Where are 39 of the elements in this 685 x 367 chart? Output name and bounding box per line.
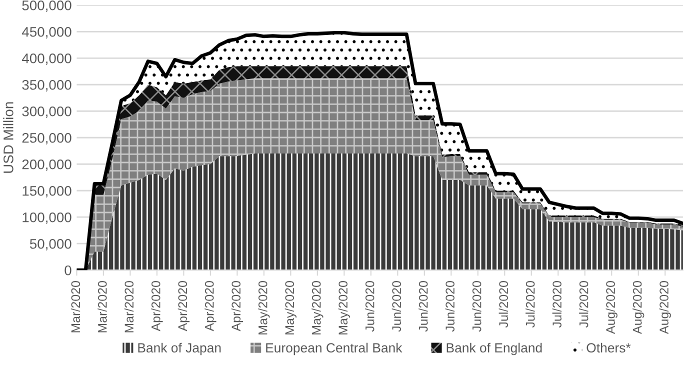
x-tick-label: Jul/2020 xyxy=(526,281,535,328)
y-tick-label: 250,000 xyxy=(22,132,72,144)
x-tick-label: Jun/2020 xyxy=(392,281,402,332)
y-tick-label: 50,000 xyxy=(30,238,72,250)
x-tick-label: Jun/2020 xyxy=(418,281,428,332)
x-tick-label: Jun/2020 xyxy=(472,281,482,332)
x-tick-label: May/2020 xyxy=(284,281,297,334)
y-tick-label: 300,000 xyxy=(22,106,72,118)
x-tick-label: Jun/2020 xyxy=(365,281,374,332)
y-axis-title: USD Million xyxy=(3,102,14,173)
x-tick-label: Aug/2020 xyxy=(659,281,671,334)
x-tick-label: Aug/2020 xyxy=(632,281,644,334)
x-tick-label: Apr/2020 xyxy=(151,281,163,332)
legend-label: Bank of England xyxy=(446,342,542,356)
x-tick-label: May/2020 xyxy=(312,281,324,334)
x-tick-label: Mar/2020 xyxy=(70,281,80,332)
x-tick-label: Jul/2020 xyxy=(552,281,562,328)
y-tick-label: 200,000 xyxy=(22,159,72,171)
y-tick-label: 0 xyxy=(64,265,72,276)
y-tick-label: 450,000 xyxy=(22,26,72,38)
legend-label: Others* xyxy=(586,342,631,353)
x-tick-label: Jun/2020 xyxy=(445,281,455,332)
x-tick-label: Apr/2020 xyxy=(178,281,190,332)
x-tick-label: May/2020 xyxy=(258,281,270,334)
y-tick-label: 350,000 xyxy=(22,80,72,92)
x-tick-label: Apr/2020 xyxy=(231,281,244,332)
legend-label: European Central Bank xyxy=(266,342,402,356)
y-tick-label: 150,000 xyxy=(22,186,72,198)
y-tick-label: 100,000 xyxy=(22,212,72,224)
x-tick-label: Jul/2020 xyxy=(579,281,588,328)
x-tick-label: Aug/2020 xyxy=(606,281,618,334)
x-tick-label: May/2020 xyxy=(338,281,350,334)
x-tick-label: Jul/2020 xyxy=(498,281,508,328)
x-tick-label: Mar/2020 xyxy=(124,281,134,332)
x-tick-label: Apr/2020 xyxy=(204,281,216,332)
y-tick-label: 500,000 xyxy=(22,0,72,12)
legend-label: Bank of Japan xyxy=(138,342,221,356)
x-tick-label: Mar/2020 xyxy=(98,281,107,332)
y-tick-label: 400,000 xyxy=(22,53,72,65)
